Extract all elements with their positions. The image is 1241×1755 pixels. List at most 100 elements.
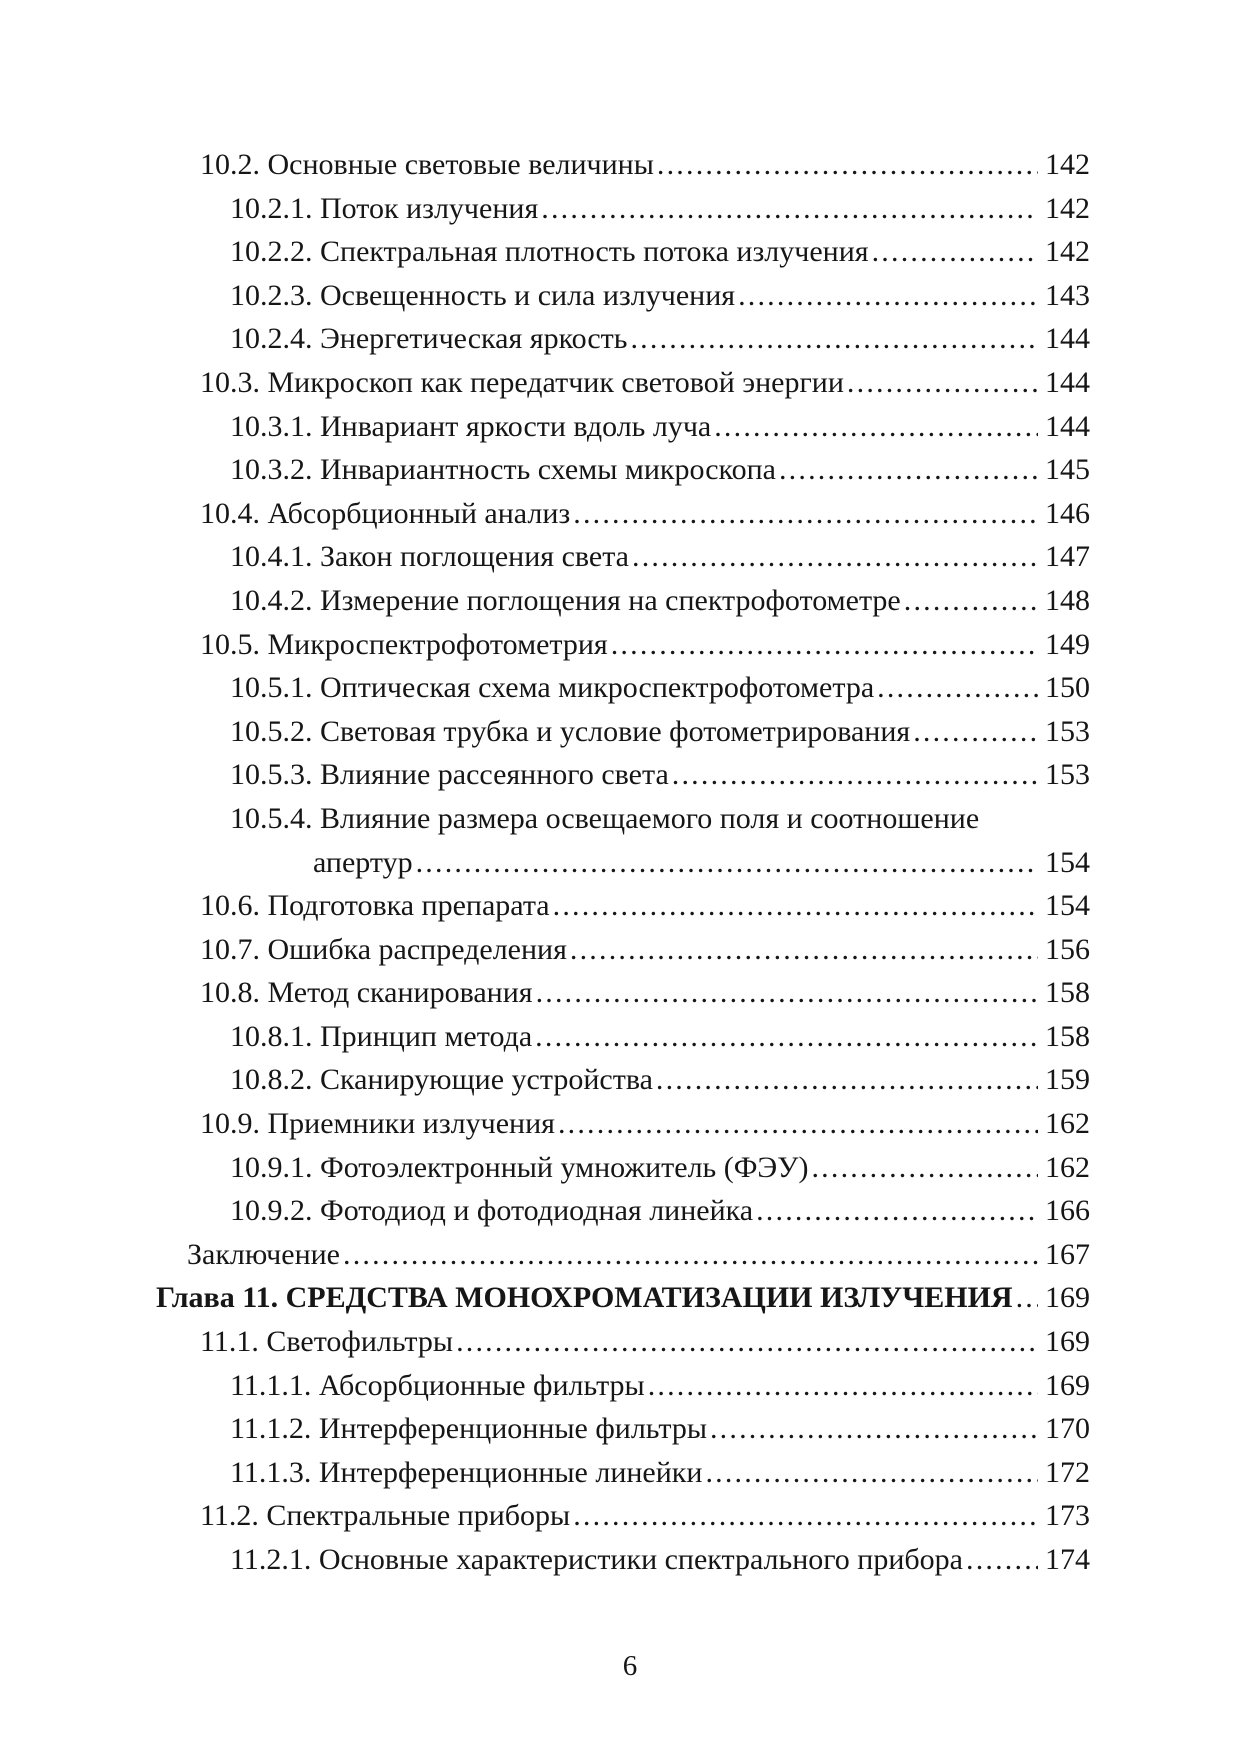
toc-row: 10.2.2. Спектральная плотность потока из…: [156, 230, 1090, 274]
toc-entry-page: 144: [1045, 409, 1090, 443]
toc-dot-leader: [904, 579, 1038, 623]
toc-entry-page: 156: [1045, 932, 1090, 966]
toc-row: 10.2.3. Освещенность и сила излучения 14…: [156, 274, 1090, 318]
toc-entry-label: 10.5.2. Световая трубка и условие фотоме…: [230, 714, 911, 748]
toc-dot-leader: [877, 666, 1038, 710]
toc-row: 10.4. Абсорбционный анализ 146: [156, 492, 1090, 536]
toc-entry-page: 146: [1045, 496, 1090, 530]
toc-entry-page: 167: [1045, 1237, 1090, 1271]
toc-dot-leader: [541, 187, 1038, 231]
toc-entry-label: 10.7. Ошибка распределения: [200, 932, 567, 966]
toc-entry-label: 10.6. Подготовка препарата: [200, 889, 550, 923]
toc-dot-leader: [1016, 1276, 1038, 1320]
toc-dot-leader: [573, 492, 1038, 536]
toc-entry-label: 11.1. Светофильтры: [200, 1325, 454, 1359]
toc-row: 10.3. Микроскоп как передатчик световой …: [156, 361, 1090, 405]
toc-row: апертур 154: [156, 841, 1090, 885]
toc-dot-leader: [648, 1364, 1038, 1408]
toc-entry-page: 150: [1045, 671, 1090, 705]
toc-dot-leader: [710, 1407, 1038, 1451]
toc-list: 10.2. Основные световые величины 142 10.…: [156, 143, 1090, 1582]
toc-dot-leader: [672, 753, 1038, 797]
toc-dot-leader: [416, 841, 1038, 885]
toc-entry-page: 144: [1045, 322, 1090, 356]
toc-dot-leader: [558, 1102, 1038, 1146]
toc-entry-label: 10.4.2. Измерение поглощения на спектроф…: [230, 583, 901, 617]
toc-entry-label: 10.2.1. Поток излучения: [230, 191, 539, 225]
toc-entry-page: 143: [1045, 278, 1090, 312]
toc-entry-label: 10.8.1. Принцип метода: [230, 1019, 533, 1053]
toc-entry-page: 170: [1045, 1412, 1090, 1446]
toc-dot-leader: [632, 535, 1038, 579]
toc-entry-page: 169: [1045, 1325, 1090, 1359]
toc-row: 10.7. Ошибка распределения 156: [156, 928, 1090, 972]
toc-dot-leader: [779, 448, 1038, 492]
toc-entry-page: 159: [1045, 1063, 1090, 1097]
toc-entry-page: 153: [1045, 714, 1090, 748]
toc-row: Заключение 167: [156, 1233, 1090, 1277]
toc-row: 10.9.1. Фотоэлектронный умножитель (ФЭУ)…: [156, 1146, 1090, 1190]
toc-entry-page: 142: [1045, 191, 1090, 225]
toc-row: 10.3.1. Инвариант яркости вдоль луча 144: [156, 405, 1090, 449]
toc-entry-label: 10.8. Метод сканирования: [200, 976, 533, 1010]
toc-entry-label: 10.3.2. Инвариантность схемы микроскопа: [230, 453, 776, 487]
toc-entry-page: 149: [1045, 627, 1090, 661]
toc-entry-label: 10.8.2. Сканирующие устройства: [230, 1063, 653, 1097]
toc-entry-page: 145: [1045, 453, 1090, 487]
toc-entry-page: 142: [1045, 148, 1090, 181]
toc-row: 11.2.1. Основные характеристики спектрал…: [156, 1538, 1090, 1582]
toc-entry-page: 169: [1045, 1281, 1090, 1315]
toc-row: 11.1. Светофильтры 169: [156, 1320, 1090, 1364]
toc-entry-page: 148: [1045, 583, 1090, 617]
toc-dot-leader: [535, 1015, 1038, 1059]
toc-row: 11.1.2. Интерференционные фильтры 170: [156, 1407, 1090, 1451]
toc-entry-label: Глава 11. СРЕДСТВА МОНОХРОМАТИЗАЦИИ ИЗЛУ…: [156, 1281, 1013, 1315]
toc-row: Глава 11. СРЕДСТВА МОНОХРОМАТИЗАЦИИ ИЗЛУ…: [156, 1276, 1090, 1320]
toc-entry-page: 158: [1045, 1019, 1090, 1053]
toc-dot-leader: [847, 361, 1038, 405]
toc-entry-page: 154: [1045, 845, 1090, 879]
toc-entry-label: 11.1.2. Интерференционные фильтры: [230, 1412, 707, 1446]
toc-entry-label: 10.5.3. Влияние рассеянного света: [230, 758, 669, 792]
toc-dot-leader: [705, 1451, 1038, 1495]
toc-entry-page: 144: [1045, 365, 1090, 399]
toc-row: 10.5.2. Световая трубка и условие фотоме…: [156, 710, 1090, 754]
toc-entry-label: 10.9.2. Фотодиод и фотодиодная линейка: [230, 1194, 754, 1228]
toc-entry-page: 153: [1045, 758, 1090, 792]
toc-dot-leader: [630, 317, 1038, 361]
toc-row: 10.3.2. Инвариантность схемы микроскопа …: [156, 448, 1090, 492]
toc-row: 10.2.4. Энергетическая яркость 144: [156, 317, 1090, 361]
toc-entry-page: 142: [1045, 235, 1090, 269]
toc-entry-label: 10.5.1. Оптическая схема микроспектрофот…: [230, 671, 875, 705]
toc-entry-page: 173: [1045, 1499, 1090, 1533]
toc-row: 10.6. Подготовка препарата 154: [156, 884, 1090, 928]
toc-row: 10.5.1. Оптическая схема микроспектрофот…: [156, 666, 1090, 710]
toc-entry-label: 10.9. Приемники излучения: [200, 1107, 555, 1141]
toc-entry-page: 172: [1045, 1455, 1090, 1489]
toc-dot-leader: [872, 230, 1038, 274]
toc-dot-leader: [966, 1538, 1038, 1582]
toc-dot-leader: [811, 1146, 1038, 1190]
toc-dot-leader: [553, 884, 1038, 928]
toc-entry-label: 11.1.1. Абсорбционные фильтры: [230, 1368, 645, 1402]
toc-row: 10.4.2. Измерение поглощения на спектроф…: [156, 579, 1090, 623]
toc-entry-page: 174: [1045, 1543, 1090, 1576]
toc-row: 10.8.1. Принцип метода 158: [156, 1015, 1090, 1059]
toc-row: 10.4.1. Закон поглощения света 147: [156, 535, 1090, 579]
toc-row: 10.8.2. Сканирующие устройства 159: [156, 1058, 1090, 1102]
toc-entry-page: 162: [1045, 1107, 1090, 1141]
toc-dot-leader: [913, 710, 1038, 754]
toc-dot-leader: [611, 623, 1038, 667]
toc-entry-label: 10.9.1. Фотоэлектронный умножитель (ФЭУ): [230, 1150, 809, 1184]
toc-entry-label: 10.5. Микроспектрофотометрия: [200, 627, 608, 661]
toc-dot-leader: [536, 971, 1038, 1015]
toc-entry-label: 11.2. Спектральные приборы: [200, 1499, 571, 1533]
toc-row: 11.1.1. Абсорбционные фильтры 169: [156, 1364, 1090, 1408]
toc-entry-label: 10.4.1. Закон поглощения света: [230, 540, 629, 574]
footer-page-number: 6: [622, 1650, 638, 1682]
toc-entry-page: 166: [1045, 1194, 1090, 1228]
toc-row: 11.2. Спектральные приборы 173: [156, 1494, 1090, 1538]
toc-entry-page: 147: [1045, 540, 1090, 574]
toc-entry-label: 10.2.4. Энергетическая яркость: [230, 322, 628, 356]
toc-row: 10.2. Основные световые величины 142: [156, 143, 1090, 187]
